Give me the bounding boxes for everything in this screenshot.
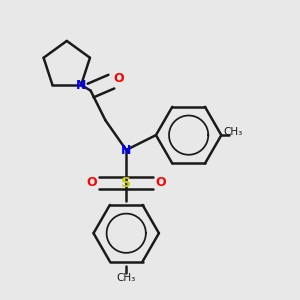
Text: O: O	[113, 72, 124, 85]
Text: CH₃: CH₃	[117, 273, 136, 283]
Text: CH₃: CH₃	[224, 127, 243, 137]
Text: O: O	[87, 176, 98, 189]
Text: N: N	[76, 79, 86, 92]
Text: S: S	[121, 176, 131, 190]
Text: N: N	[121, 143, 131, 157]
Text: O: O	[155, 176, 166, 189]
